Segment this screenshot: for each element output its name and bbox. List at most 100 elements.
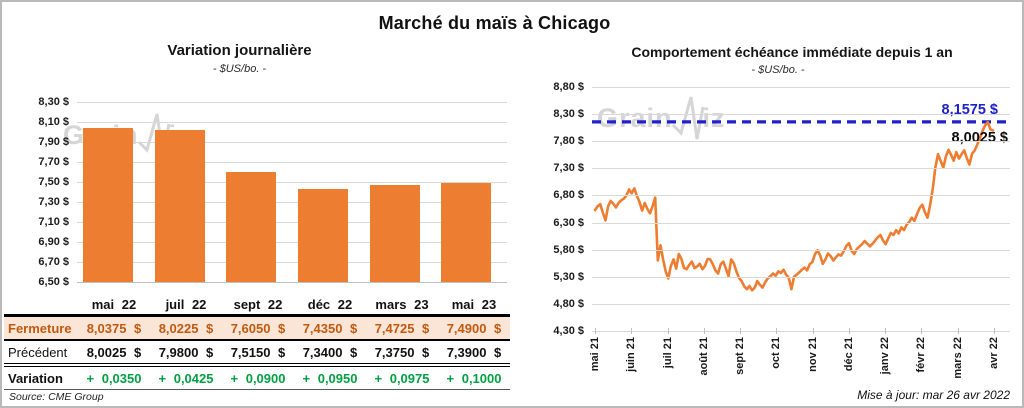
price-line bbox=[593, 120, 995, 292]
table-cell: + 0,0950 bbox=[302, 370, 358, 386]
bar-juil-22 bbox=[154, 129, 205, 282]
x-axis-tick bbox=[740, 328, 742, 334]
table-cell: + 0,0900 bbox=[230, 370, 286, 386]
row-label: Fermeture bbox=[8, 320, 72, 336]
gridline bbox=[592, 331, 1010, 332]
y-axis-label: 6,30 $ bbox=[553, 216, 584, 229]
gridline bbox=[592, 276, 1010, 278]
y-axis-label: 6,50 $ bbox=[38, 276, 69, 288]
table-cell: + 0,1000 bbox=[446, 370, 502, 386]
y-axis-label: 6,80 $ bbox=[553, 189, 584, 202]
bar-chart-subtitle: - $US/bo. - bbox=[212, 63, 267, 75]
gridline bbox=[592, 249, 1010, 251]
gridline bbox=[592, 303, 1010, 305]
table-cell: 8,0225 $ bbox=[158, 320, 214, 336]
gridline bbox=[77, 262, 507, 263]
column-header: mars 23 bbox=[375, 296, 429, 312]
table-cell: 7,5150 $ bbox=[230, 344, 286, 360]
column-header: mai 22 bbox=[91, 296, 137, 312]
bar-chart-title: Variation journalière bbox=[167, 42, 312, 59]
row-label: Variation bbox=[8, 370, 63, 386]
x-axis-tick bbox=[595, 328, 596, 334]
gridline bbox=[592, 195, 1010, 197]
source-note: Source: CME Group bbox=[9, 391, 104, 403]
y-axis-label: 4,30 $ bbox=[553, 325, 584, 337]
gridline bbox=[592, 87, 1010, 88]
x-axis-label: juin 21 bbox=[625, 337, 638, 372]
y-axis-label: 8,30 $ bbox=[38, 96, 69, 108]
x-axis-tick bbox=[812, 328, 814, 334]
table-cell: + 0,0975 bbox=[374, 370, 430, 386]
y-axis-label: 5,30 $ bbox=[553, 270, 584, 283]
table-cell: 7,3900 $ bbox=[446, 344, 502, 360]
gridline bbox=[77, 222, 507, 223]
column-header: sept 22 bbox=[233, 296, 283, 312]
gridline bbox=[77, 162, 507, 163]
line-chart-plot: Grain iz 8,1575 $ 8,0025 $ 8,80 $8,30 $7,… bbox=[553, 81, 1010, 379]
table-cell: 7,9800 $ bbox=[158, 344, 214, 360]
bar-mars-23 bbox=[369, 184, 420, 282]
price-table: mai 22 juil 22 sept 22 déc 22 mars 23 mai 23 F… bbox=[4, 294, 510, 390]
y-axis-label: 6,90 $ bbox=[38, 236, 69, 248]
gridline bbox=[592, 114, 1010, 116]
y-axis-label: 4,80 $ bbox=[553, 297, 584, 310]
table-row-variation: Variation + 0,0350 + 0,0425 + 0,0900 + 0,095… bbox=[4, 367, 510, 390]
x-axis-tick bbox=[921, 328, 923, 334]
bar-sept-22 bbox=[226, 171, 277, 282]
table-cell: + 0,0350 bbox=[86, 370, 142, 386]
x-axis-tick bbox=[848, 328, 850, 334]
y-axis-label: 7,70 $ bbox=[38, 156, 69, 168]
bar-déc-22 bbox=[297, 188, 348, 282]
x-axis-tick bbox=[957, 328, 959, 334]
table-cell: 7,4900 $ bbox=[446, 320, 502, 336]
x-axis-label: déc 21 bbox=[842, 337, 855, 372]
y-axis-label: 7,80 $ bbox=[553, 135, 584, 148]
price-line-svg bbox=[592, 120, 1010, 292]
x-axis-tick bbox=[994, 328, 995, 334]
x-axis-tick bbox=[885, 328, 887, 334]
y-axis-label: 7,90 $ bbox=[38, 136, 69, 148]
x-axis-tick bbox=[703, 328, 705, 334]
x-axis-tick bbox=[667, 328, 669, 334]
table-cell: 7,6050 $ bbox=[230, 320, 286, 336]
table-cell: 8,0025 $ bbox=[86, 344, 142, 360]
column-header: juil 22 bbox=[165, 296, 207, 312]
y-axis-label: 6,70 $ bbox=[38, 256, 69, 268]
y-axis-label: 8,10 $ bbox=[38, 116, 69, 128]
row-label: Précédent bbox=[8, 344, 68, 360]
gridline bbox=[77, 282, 507, 283]
updated-note: Mise à jour: mar 26 avr 2022 bbox=[857, 388, 1010, 402]
gridline bbox=[77, 242, 507, 243]
y-axis-label: 7,50 $ bbox=[38, 176, 69, 188]
x-axis-tick bbox=[776, 328, 778, 334]
line-chart-title: Comportement échéance immédiate depuis 1… bbox=[631, 44, 953, 60]
reference-price-label: 8,1575 $ bbox=[941, 102, 998, 118]
gridline bbox=[77, 122, 507, 123]
last-price-label: 8,0025 $ bbox=[951, 130, 1008, 146]
table-cell: 8,0375 $ bbox=[86, 320, 142, 336]
table-cell: 7,4350 $ bbox=[302, 320, 358, 336]
gridline bbox=[592, 222, 1010, 224]
y-axis-label: 7,10 $ bbox=[38, 216, 69, 228]
bar-mai-23 bbox=[441, 183, 492, 282]
table-row-precedent: Précédent 8,0025 $ 7,9800 $ 7,5150 $ 7,3400 … bbox=[4, 341, 510, 367]
table-cell: 7,3750 $ bbox=[374, 344, 430, 360]
gridline bbox=[592, 168, 1010, 170]
gridline bbox=[77, 182, 507, 183]
page-title: Marché du maïs à Chicago bbox=[378, 13, 611, 33]
table-cell: + 0,0425 bbox=[158, 370, 214, 386]
table-cell: 7,3400 $ bbox=[302, 344, 358, 360]
table-header-row: mai 22 juil 22 sept 22 déc 22 mars 23 mai 23 bbox=[4, 294, 510, 317]
bar-mai-22 bbox=[82, 128, 133, 282]
y-axis-label: 7,30 $ bbox=[553, 162, 584, 175]
gridline bbox=[77, 202, 507, 203]
line-chart-subtitle: - $US/bo. - bbox=[751, 64, 805, 76]
gridline bbox=[77, 102, 507, 103]
x-axis-label: mai 21 bbox=[589, 337, 601, 372]
table-cell: 7,4725 $ bbox=[374, 320, 430, 336]
x-axis-label: nov 21 bbox=[806, 337, 819, 372]
table-row-fermeture: Fermeture 8,0375 $ 8,0225 $ 7,6050 $ 7,4350 … bbox=[4, 317, 510, 341]
column-header: déc 22 bbox=[307, 296, 353, 312]
